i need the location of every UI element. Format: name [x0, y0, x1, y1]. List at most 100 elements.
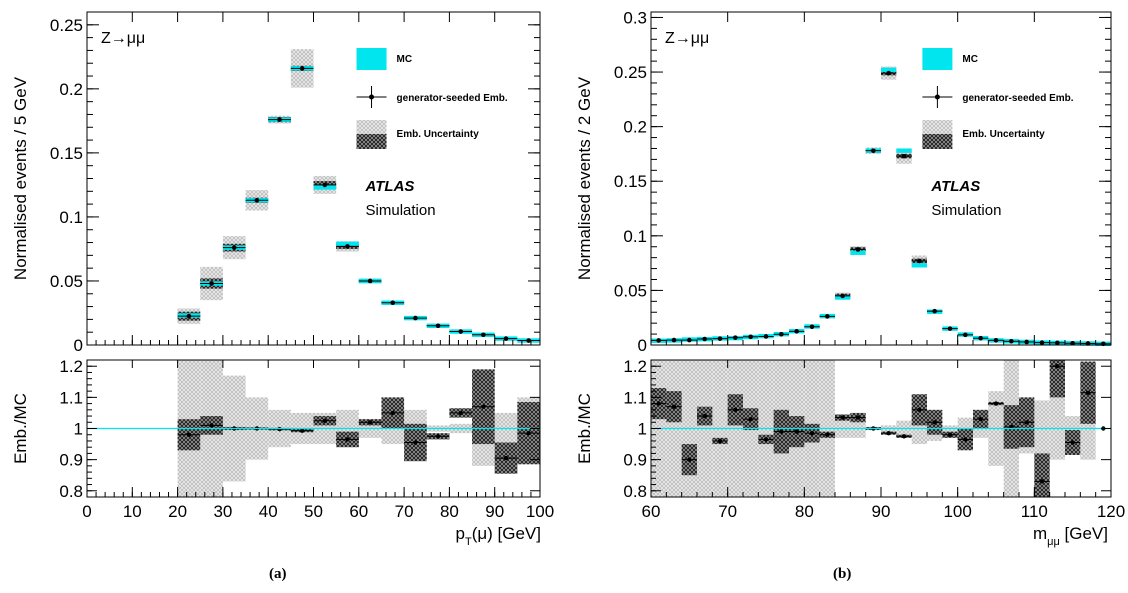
emb-point [231, 245, 237, 250]
atlas-label: ATLAS [365, 178, 415, 195]
emb-point [993, 338, 999, 343]
ratio-ytick-label: 0.9 [623, 451, 647, 470]
emb-point [367, 278, 373, 284]
ratio-ytick-label: 1.2 [59, 357, 83, 376]
mc-box [896, 148, 912, 153]
ratio-point [855, 415, 861, 420]
main-ytick-label: 0.25 [50, 16, 83, 35]
legend-unc-label: Emb. Uncertainty [397, 129, 480, 140]
ratio-ytick-label: 0.8 [623, 482, 647, 501]
ratio-point [702, 413, 707, 419]
ratio-point [367, 420, 373, 425]
ratio-point [901, 434, 907, 439]
ratio-data [651, 360, 1111, 497]
legend-mc-swatch [922, 48, 953, 70]
xtick-label: 80 [440, 502, 459, 521]
ratio-point [779, 429, 784, 434]
main-ytick-label: 0.15 [50, 144, 83, 163]
xlabel: mμμ [GeV] [1033, 524, 1108, 548]
ratio-data [177, 360, 540, 497]
ratio-ytick-label: 0.8 [59, 482, 83, 501]
emb-point [794, 329, 799, 334]
ratio-ytick-label: 1.1 [623, 388, 647, 407]
emb-point [390, 300, 396, 306]
emb-point [345, 244, 350, 249]
main-ytick-label: 0.05 [50, 272, 83, 291]
mc-box [336, 241, 359, 247]
ratio-point [299, 428, 305, 433]
legend-mc-label: MC [962, 54, 978, 65]
legend-unc-label: Emb. Uncertainty [962, 129, 1045, 140]
ratio-point [435, 434, 441, 439]
ratio-point [763, 437, 769, 442]
ratio-ytick-label: 1 [638, 420, 647, 439]
ratio-point [390, 410, 395, 416]
xtick-label: 30 [213, 502, 232, 521]
xtick-label: 40 [259, 502, 278, 521]
emb-point [1009, 338, 1014, 344]
emb-point [186, 313, 192, 319]
emb-point [687, 337, 692, 343]
xtick-label: 90 [872, 502, 891, 521]
emb-point [947, 326, 953, 331]
xtick-label: 60 [349, 502, 368, 521]
ratio-panel: 0.8 0.9 1 1.1 1.2 Emb./MC 0 10 20 30 40 50 60 70 80 90 1… [11, 357, 554, 548]
xlabel: pT(μ) [GeV] [455, 524, 541, 548]
emb-point [671, 337, 677, 343]
emb-point [886, 70, 891, 76]
main-data [177, 49, 540, 343]
ratio-point [186, 432, 192, 437]
caption-a: (a) [269, 566, 287, 582]
ratio-point [963, 437, 968, 442]
emb-point [917, 258, 922, 264]
ratio-point [978, 416, 983, 422]
ratio-point [748, 416, 753, 422]
xtick-label: 120 [1097, 502, 1125, 521]
emb-point [901, 153, 907, 159]
emb-point [763, 334, 769, 339]
ratio-ytick-label: 1.1 [59, 388, 83, 407]
emb-point [435, 323, 441, 329]
mc-box [911, 263, 927, 268]
chart-a: 0 0.05 0.1 0.15 0.2 0.25 Normalised events / 5… [11, 11, 554, 548]
emb-point [932, 308, 937, 314]
legend-mc-label: MC [397, 54, 413, 65]
legend: MC generator-seeded Emb. Emb. Uncertainty [922, 48, 1074, 149]
legend: MC generator-seeded Emb. Emb. Uncertainty [356, 48, 508, 149]
ratio-point [809, 430, 815, 436]
emb-point [717, 336, 723, 341]
ratio-point [209, 423, 214, 428]
emb-point [1070, 340, 1075, 346]
ratio-ytick-label: 1.2 [623, 357, 647, 376]
ratio-panel: 0.8 0.9 1 1.1 1.2 Emb./MC 60 70 80 90 100 110 120 mμμ… [575, 357, 1125, 548]
legend-unc-light-swatch [922, 120, 953, 135]
ratio-point [458, 410, 463, 416]
ratio-unc-stat-band [1034, 453, 1050, 497]
emb-point [1055, 340, 1060, 346]
caption-b: (b) [833, 566, 852, 582]
emb-point [322, 182, 328, 188]
xtick-label: 10 [123, 502, 142, 521]
ratio-point [1070, 440, 1075, 445]
process-label: Z→μμ [665, 30, 709, 47]
legend-emb-label: generator-seeded Emb. [962, 93, 1073, 104]
ratio-point [1055, 364, 1060, 369]
ratio-point [481, 404, 486, 409]
ratio-point [947, 432, 953, 437]
xtick-label: 70 [395, 502, 414, 521]
main-ytick-label: 0.05 [614, 281, 647, 300]
atlas-sublabel: Simulation [366, 202, 436, 219]
emb-point [481, 332, 486, 338]
emb-point [779, 332, 784, 337]
mc-box [881, 67, 897, 73]
emb-point [840, 293, 845, 299]
legend-mc-swatch [356, 48, 387, 70]
ratio-point [671, 404, 677, 409]
emb-point [871, 148, 876, 153]
ratio-point [993, 401, 999, 406]
emb-point [254, 197, 260, 203]
ratio-point [413, 440, 418, 445]
main-ytick-label: 0 [74, 336, 83, 355]
main-ylabel: Normalised events / 2 GeV [575, 76, 594, 280]
xtick-label: 0 [82, 502, 91, 521]
